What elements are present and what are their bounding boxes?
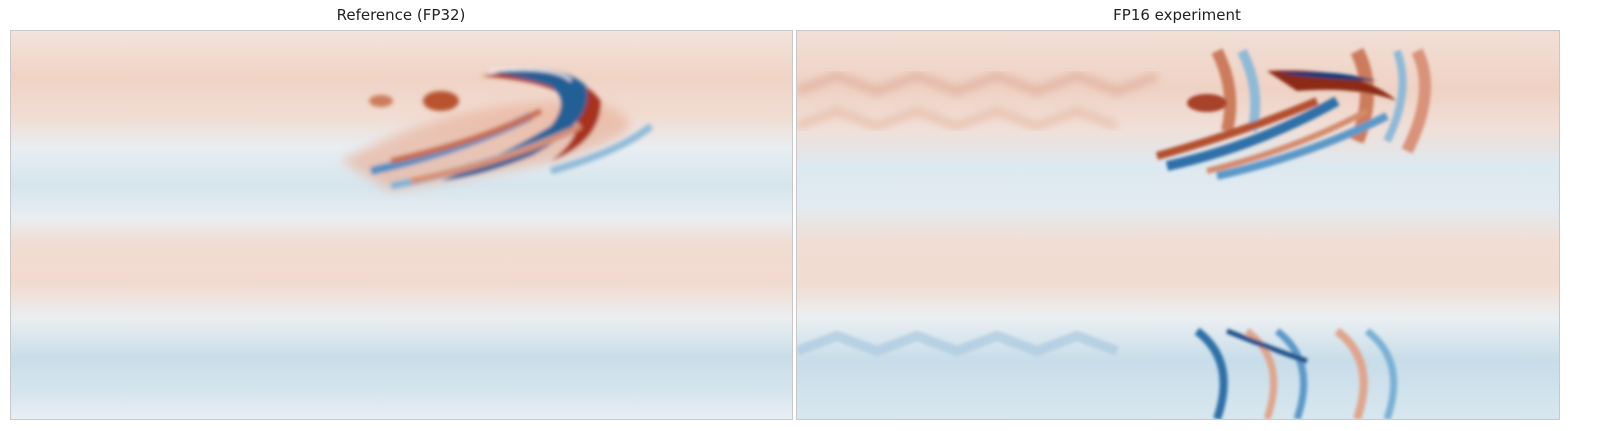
fp16-bottom-ripples xyxy=(797,327,1398,419)
reference-blue-streak-3 xyxy=(550,123,654,175)
fp16-red-streak-1 xyxy=(1155,97,1319,160)
reference-white-highlight xyxy=(488,68,572,82)
fp16-blue-ripple-1 xyxy=(1274,328,1308,419)
fp16-field-heatmap xyxy=(796,30,1560,420)
fp16-red-ripple-2 xyxy=(1334,327,1368,419)
reference-field-heatmap xyxy=(10,30,793,420)
fp16-red-ripple-1 xyxy=(1244,328,1278,419)
fp16-blue-ripple-2 xyxy=(1364,328,1398,419)
right-panel-title: FP16 experiment xyxy=(1113,6,1241,24)
reference-red-streak-2 xyxy=(410,123,583,184)
reference-red-streak-1 xyxy=(390,108,543,164)
fp16-blue-arc-2 xyxy=(1383,49,1407,143)
fp16-background-bands xyxy=(797,31,1559,419)
reference-vortex-blue-core xyxy=(441,68,588,181)
fp16-dark-blue-core xyxy=(1277,72,1377,81)
reference-vortex xyxy=(341,68,654,191)
fp16-dark-blue-swirl xyxy=(1226,328,1308,364)
fp16-blue-streak-1 xyxy=(1165,96,1340,171)
reference-red-blob-1 xyxy=(423,91,459,111)
fp16-blue-streak-2 xyxy=(1216,112,1389,180)
fp16-red-arc-1 xyxy=(1211,48,1237,133)
fp16-dark-red-core xyxy=(1267,70,1397,101)
reference-background-bands xyxy=(11,31,792,419)
fp16-red-streak-2 xyxy=(1206,108,1369,174)
fp16-top-vortex xyxy=(1155,47,1431,180)
reference-red-blob-2 xyxy=(369,95,393,107)
fp16-red-blob xyxy=(1187,94,1227,112)
fp16-red-arc-3 xyxy=(1401,48,1431,154)
reference-heatmap-canvas xyxy=(11,31,792,419)
fp16-heatmap-canvas xyxy=(797,31,1559,419)
left-panel-title: Reference (FP32) xyxy=(336,6,466,24)
fp16-top-chevrons xyxy=(797,70,1159,131)
